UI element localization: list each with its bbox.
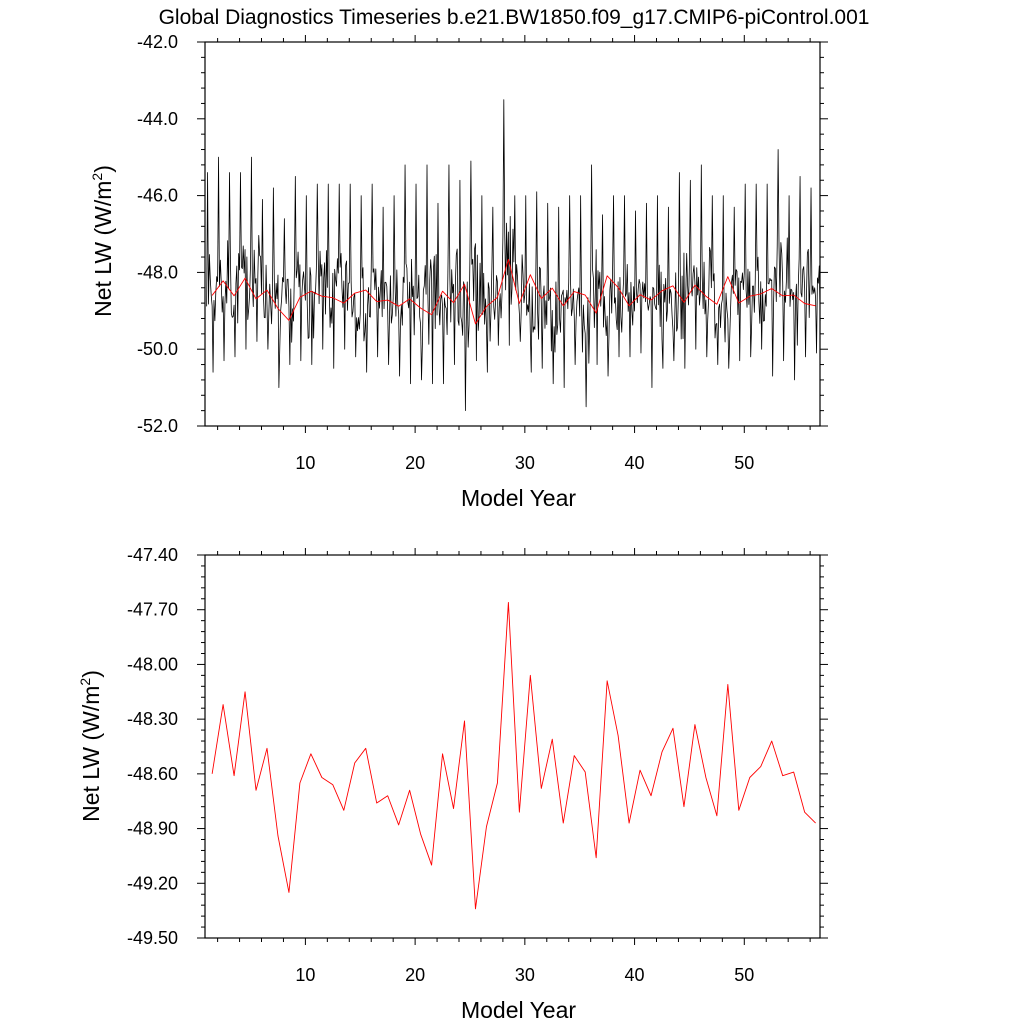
x-tick-label: 20 (405, 965, 425, 985)
y-tick-label: -49.50 (127, 928, 178, 948)
y-tick-label: -47.70 (127, 600, 178, 620)
y-axis-title: Net LW (W/m2) (77, 670, 104, 822)
x-tick-label: 40 (625, 453, 645, 473)
y-tick-label: -47.40 (127, 545, 178, 565)
x-tick-label: 50 (734, 453, 754, 473)
plot-frame (204, 41, 821, 427)
top-panel: 10 20 30 40 50 -52.0 -50.0 -48.0 -46.0 -44.0 -42.0… (89, 32, 828, 511)
plot-frame (204, 554, 821, 939)
y-tick-label: -48.60 (127, 764, 178, 784)
y-tick-label: -49.20 (127, 873, 178, 893)
y-tick-label: -48.0 (137, 262, 178, 282)
x-tick-label: 10 (295, 453, 315, 473)
y-tick-label: -50.0 (137, 339, 178, 359)
annual-mean-line (211, 258, 816, 325)
y-tick-label: -44.0 (137, 109, 178, 129)
y-tick-label: -42.0 (137, 32, 178, 52)
x-tick-label: 50 (734, 965, 754, 985)
x-tick-label: 30 (515, 965, 535, 985)
x-axis-title: Model Year (461, 997, 576, 1023)
x-tick-label: 10 (295, 965, 315, 985)
y-axis-title: Net LW (W/m2) (89, 165, 116, 317)
y-tick-label: -48.00 (127, 654, 178, 674)
y-tick-label: -52.0 (137, 416, 178, 436)
x-tick-label: 40 (625, 965, 645, 985)
x-axis-title: Model Year (461, 485, 576, 511)
bottom-panel: 10 20 30 40 50 -49.50 -49.20 -48.90 -48.60 -48.30… (77, 545, 828, 1023)
chart-title: Global Diagnostics Timeseries b.e21.BW18… (159, 6, 870, 29)
monthly-series-line (206, 99, 821, 412)
annual-mean-line (211, 601, 816, 910)
y-tick-label: -48.90 (127, 819, 178, 839)
y-tick-label: -46.0 (137, 186, 178, 206)
x-tick-label: 30 (515, 453, 535, 473)
y-tick-label: -48.30 (127, 709, 178, 729)
x-tick-label: 20 (405, 453, 425, 473)
